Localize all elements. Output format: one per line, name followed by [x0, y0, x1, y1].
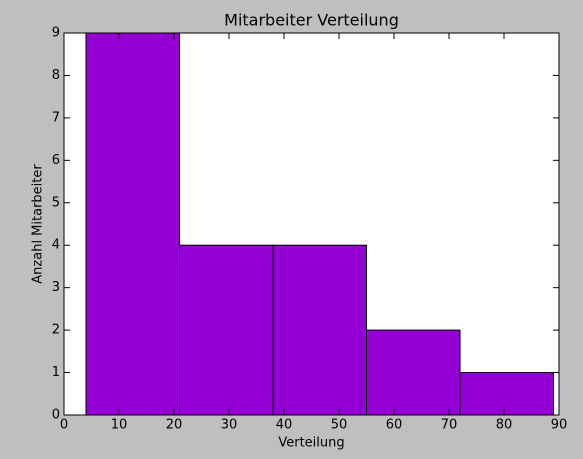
bar	[459, 372, 554, 416]
y-tick-label: 9	[52, 26, 60, 41]
x-tick-label: 50	[331, 418, 348, 433]
x-tick-label: 30	[221, 418, 238, 433]
y-tick-label: 0	[52, 408, 60, 423]
chart-title: Mitarbeiter Verteilung	[224, 11, 399, 30]
x-axis-label: Verteilung	[278, 436, 344, 451]
y-tick-label: 7	[52, 110, 60, 125]
x-tick-label: 80	[496, 418, 513, 433]
x-tick-label: 60	[386, 418, 403, 433]
bar	[366, 329, 461, 416]
y-tick-label: 1	[52, 365, 60, 380]
x-tick-label: 70	[441, 418, 458, 433]
y-tick-label: 5	[52, 195, 60, 210]
bar	[272, 244, 367, 416]
y-tick-label: 8	[52, 68, 60, 83]
x-tick-label: 90	[551, 418, 568, 433]
bar	[85, 32, 180, 416]
plot-frame	[63, 32, 560, 416]
y-tick-label: 3	[52, 280, 60, 295]
y-axis-label: Anzahl Mitarbeiter	[31, 164, 46, 284]
x-tick-label: 10	[111, 418, 128, 433]
y-tick-label: 6	[52, 153, 60, 168]
y-tick-label: 4	[52, 238, 60, 253]
x-tick-label: 40	[276, 418, 293, 433]
x-tick-label: 0	[60, 418, 68, 433]
y-tick-label: 2	[52, 323, 60, 338]
bar	[179, 244, 274, 416]
x-tick-label: 20	[166, 418, 183, 433]
